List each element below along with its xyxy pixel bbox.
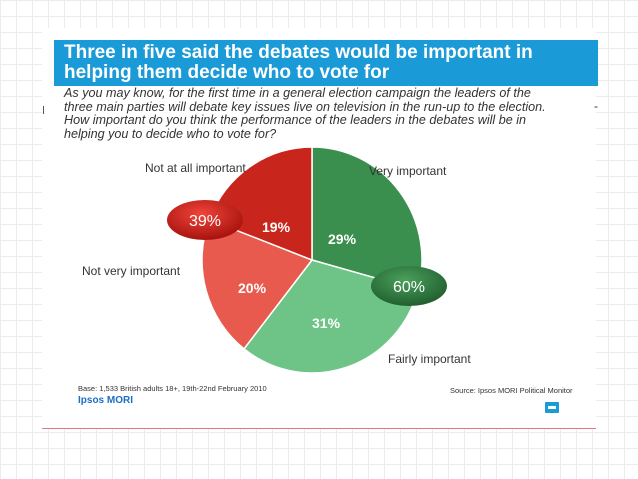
slice-label-not-very-important: Not very important [82, 264, 181, 278]
pie-chart: Very important Fairly important Not very… [82, 146, 471, 374]
slice-value-not-at-all-important: 19% [262, 219, 291, 235]
slice-value-not-very-important: 20% [238, 280, 267, 296]
ipsos-mori-logo: Ipsos MORI [78, 395, 134, 406]
question-line-3: How important do you think the performan… [64, 113, 527, 127]
ipsos-badge-icon [545, 402, 559, 413]
question-line-1: As you may know, for the first time in a… [64, 86, 531, 100]
slice-value-very-important: 29% [328, 231, 357, 247]
question-line-2: three main parties will debate key issue… [64, 99, 546, 114]
slice-label-fairly-important: Fairly important [388, 352, 471, 366]
slice-label-very-important: Very important [369, 164, 447, 178]
title-line-1: Three in five said the debates would be … [64, 42, 533, 63]
footer-base-note: Base: 1,533 British adults 18+, 19th-22n… [78, 384, 267, 393]
slide: Three in five said the debates would be … [42, 28, 598, 429]
group-value-important: 60% [393, 279, 425, 296]
footer-source: Source: Ipsos MORI Political Monitor [450, 386, 573, 395]
slice-label-not-at-all-important: Not at all important [145, 161, 246, 175]
question-text: As you may know, for the first time in a… [64, 86, 598, 141]
slice-value-fairly-important: 31% [312, 315, 341, 331]
group-bubble-important [371, 266, 447, 306]
title-line-2: helping them decide who to vote for [64, 62, 390, 83]
decorative-dash: - [594, 99, 598, 113]
group-bubble-unimportant [167, 200, 243, 240]
group-value-unimportant: 39% [189, 213, 221, 230]
decorative-tick [43, 106, 44, 114]
bottom-divider [42, 428, 596, 429]
title-bar: Three in five said the debates would be … [54, 40, 598, 86]
question-line-4: helping you to decide who to vote for? [64, 126, 277, 141]
